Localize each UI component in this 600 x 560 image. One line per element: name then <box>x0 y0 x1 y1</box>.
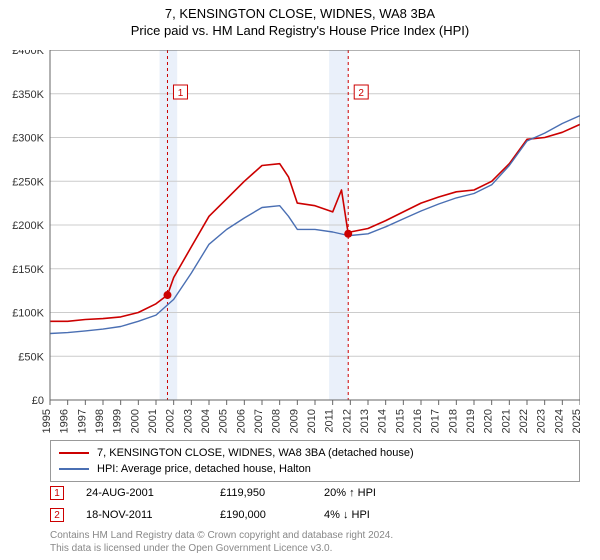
svg-text:2023: 2023 <box>536 409 548 433</box>
svg-text:£0: £0 <box>32 395 44 407</box>
svg-text:2015: 2015 <box>394 409 406 433</box>
svg-text:2024: 2024 <box>553 409 565 433</box>
legend-row: HPI: Average price, detached house, Halt… <box>59 461 571 477</box>
svg-text:2000: 2000 <box>129 409 141 433</box>
svg-text:2013: 2013 <box>359 409 371 433</box>
svg-text:2025: 2025 <box>571 409 580 433</box>
footnote-line2: This data is licensed under the Open Gov… <box>50 543 580 556</box>
legend-swatch <box>59 452 89 454</box>
chart-area: £0£50K£100K£150K£200K£250K£300K£350K£400… <box>50 50 580 400</box>
svg-text:2007: 2007 <box>253 409 265 433</box>
legend-swatch <box>59 468 89 470</box>
svg-text:2005: 2005 <box>218 409 230 433</box>
svg-text:2004: 2004 <box>200 409 212 433</box>
event-price: £119,950 <box>220 487 320 499</box>
svg-text:2018: 2018 <box>447 409 459 433</box>
svg-text:£150K: £150K <box>12 264 44 276</box>
svg-text:2: 2 <box>358 88 364 99</box>
event-date: 18-NOV-2011 <box>86 509 216 521</box>
svg-text:£250K: £250K <box>12 176 44 188</box>
svg-text:£50K: £50K <box>18 351 44 363</box>
legend-label: 7, KENSINGTON CLOSE, WIDNES, WA8 3BA (de… <box>97 447 414 459</box>
svg-text:2014: 2014 <box>377 409 389 433</box>
legend-row: 7, KENSINGTON CLOSE, WIDNES, WA8 3BA (de… <box>59 445 571 461</box>
svg-text:£400K: £400K <box>12 50 44 57</box>
svg-text:2003: 2003 <box>182 409 194 433</box>
svg-text:1: 1 <box>178 88 184 99</box>
svg-text:2022: 2022 <box>518 409 530 433</box>
event-price: £190,000 <box>220 509 320 521</box>
svg-text:2016: 2016 <box>412 409 424 433</box>
event-hpi: 4% ↓ HPI <box>324 509 444 521</box>
event-row: 1 24-AUG-2001 £119,950 20% ↑ HPI <box>50 482 580 504</box>
chart-container: 7, KENSINGTON CLOSE, WIDNES, WA8 3BA Pri… <box>0 0 600 560</box>
event-marker: 1 <box>50 486 64 500</box>
svg-text:1996: 1996 <box>59 409 71 433</box>
svg-text:2020: 2020 <box>483 409 495 433</box>
svg-text:1995: 1995 <box>41 409 53 433</box>
svg-text:1999: 1999 <box>112 409 124 433</box>
legend: 7, KENSINGTON CLOSE, WIDNES, WA8 3BA (de… <box>50 440 580 482</box>
title-address: 7, KENSINGTON CLOSE, WIDNES, WA8 3BA <box>0 6 600 21</box>
svg-text:2012: 2012 <box>341 409 353 433</box>
svg-text:2021: 2021 <box>500 409 512 433</box>
svg-text:2002: 2002 <box>165 409 177 433</box>
svg-text:1997: 1997 <box>76 409 88 433</box>
svg-text:2009: 2009 <box>288 409 300 433</box>
events-table: 1 24-AUG-2001 £119,950 20% ↑ HPI 2 18-NOV-201… <box>50 482 580 526</box>
legend-label: HPI: Average price, detached house, Halt… <box>97 463 311 475</box>
event-marker: 2 <box>50 508 64 522</box>
svg-text:1998: 1998 <box>94 409 106 433</box>
svg-text:£200K: £200K <box>12 220 44 232</box>
title-subtitle: Price paid vs. HM Land Registry's House … <box>0 23 600 38</box>
event-row: 2 18-NOV-2011 £190,000 4% ↓ HPI <box>50 504 580 526</box>
svg-text:2017: 2017 <box>430 409 442 433</box>
event-date: 24-AUG-2001 <box>86 487 216 499</box>
footnote: Contains HM Land Registry data © Crown c… <box>50 530 580 555</box>
title-block: 7, KENSINGTON CLOSE, WIDNES, WA8 3BA Pri… <box>0 0 600 38</box>
svg-text:2001: 2001 <box>147 409 159 433</box>
svg-text:£350K: £350K <box>12 89 44 101</box>
svg-text:2006: 2006 <box>235 409 247 433</box>
svg-text:2008: 2008 <box>271 409 283 433</box>
svg-text:2010: 2010 <box>306 409 318 433</box>
svg-text:2011: 2011 <box>324 409 336 433</box>
svg-text:2019: 2019 <box>465 409 477 433</box>
chart-svg: £0 £50K £100K £150K £200K £250K £300K £350K £400… <box>6 50 580 440</box>
svg-text:£100K: £100K <box>12 308 44 320</box>
footnote-line1: Contains HM Land Registry data © Crown c… <box>50 530 580 543</box>
svg-text:£300K: £300K <box>12 133 44 145</box>
event-hpi: 20% ↑ HPI <box>324 487 444 499</box>
